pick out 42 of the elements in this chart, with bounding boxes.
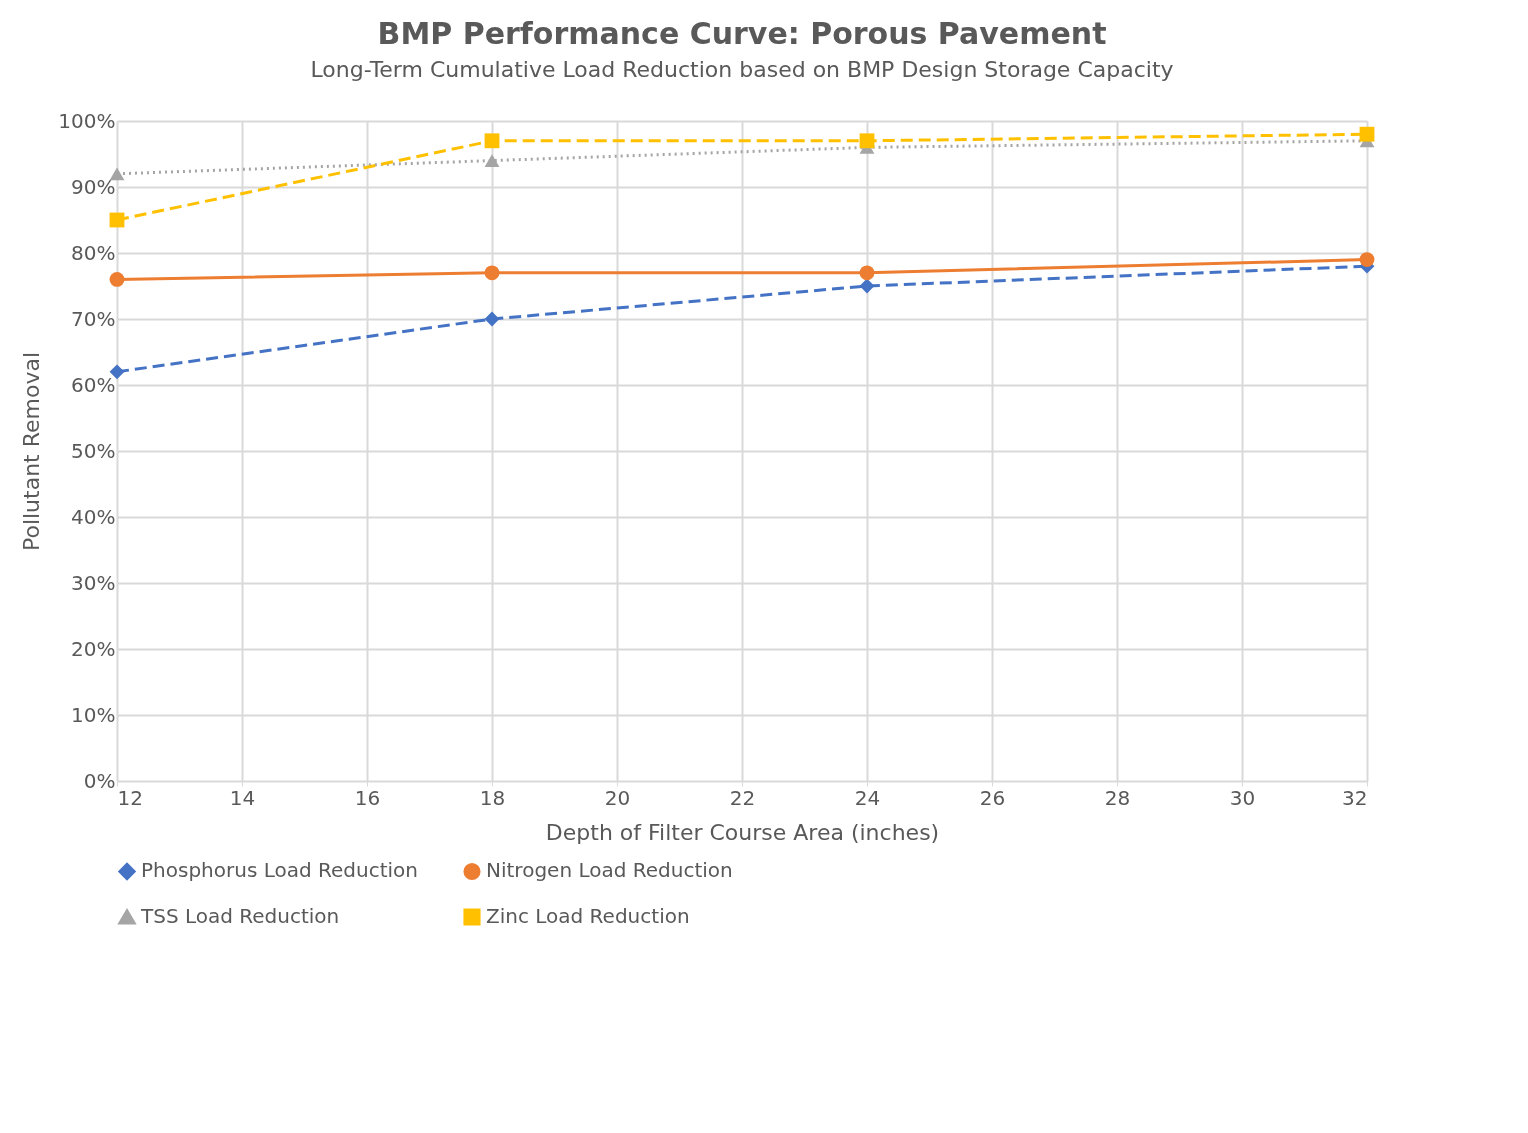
x-tick-label: 30 xyxy=(1229,785,1256,810)
y-tick-label: 70% xyxy=(71,306,116,331)
x-tick-label: 14 xyxy=(229,785,256,810)
y-tick-label: 10% xyxy=(71,702,116,727)
legend-label: TSS Load Reduction xyxy=(140,904,340,928)
legend-label: Phosphorus Load Reduction xyxy=(141,858,418,883)
y-tick-label: 90% xyxy=(71,174,116,199)
x-tick-label: 22 xyxy=(729,785,756,810)
y-tick-label: 40% xyxy=(71,504,116,529)
point xyxy=(859,133,875,149)
x-tick-label: 24 xyxy=(854,785,881,810)
point xyxy=(1359,126,1375,142)
y-tick-label: 100% xyxy=(58,108,116,133)
y-tick-label: 0% xyxy=(83,768,116,793)
y-tick-label: 20% xyxy=(71,636,116,661)
y-tick-label: 30% xyxy=(71,570,116,595)
point xyxy=(484,311,500,327)
point xyxy=(484,154,500,168)
y-tick-label: 80% xyxy=(71,240,116,265)
y-tick-label: 60% xyxy=(71,372,116,397)
x-tick-label: 20 xyxy=(604,785,631,810)
legend-label: Nitrogen Load Reduction xyxy=(486,858,733,883)
point xyxy=(484,133,500,149)
x-tick-label: 16 xyxy=(354,785,381,810)
x-tick-label: 32 xyxy=(1342,785,1368,810)
x-axis-title: Depth of Filter Course Area (inches) xyxy=(545,819,940,845)
point xyxy=(109,167,125,181)
point xyxy=(109,272,125,287)
legend-label: Zinc Load Reduction xyxy=(486,904,690,928)
y-axis-title: Pollutant Removal xyxy=(19,351,45,552)
chart-title: BMP Performance Curve: Porous Pavement xyxy=(377,16,1107,51)
x-tick-label: 18 xyxy=(479,785,506,810)
point xyxy=(109,364,125,380)
chart-subtitle: Long-Term Cumulative Load Reduction based on BMP Design Storage Capacity xyxy=(310,57,1174,82)
x-tick-label: 12 xyxy=(117,785,143,810)
point xyxy=(1359,252,1375,267)
point xyxy=(859,265,875,281)
x-tick-label: 26 xyxy=(979,785,1006,810)
point xyxy=(484,265,500,281)
point xyxy=(859,278,875,294)
y-tick-label: 50% xyxy=(71,438,116,463)
x-tick-label: 28 xyxy=(1104,785,1131,810)
